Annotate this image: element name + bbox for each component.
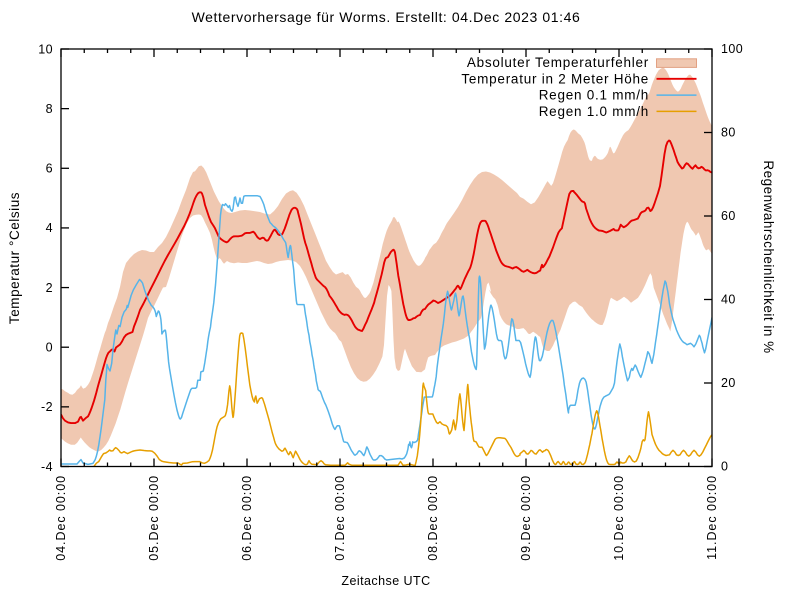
svg-text:07.Dec 00:00: 07.Dec 00:00 xyxy=(333,475,347,561)
svg-text:-2: -2 xyxy=(41,400,53,414)
svg-text:Zeitachse UTC: Zeitachse UTC xyxy=(341,574,430,588)
svg-text:Regen 0.1 mm/h: Regen 0.1 mm/h xyxy=(539,88,649,103)
svg-text:8: 8 xyxy=(46,102,53,116)
svg-text:60: 60 xyxy=(721,209,736,223)
svg-text:0: 0 xyxy=(721,460,728,474)
svg-text:Wettervorhersage für Worms. Er: Wettervorhersage für Worms. Erstellt: 04… xyxy=(192,9,581,25)
svg-text:10: 10 xyxy=(38,42,53,56)
svg-text:11.Dec 00:00: 11.Dec 00:00 xyxy=(705,475,719,560)
svg-text:6: 6 xyxy=(46,162,53,176)
svg-text:Regenwahrscheinlichkeit in %: Regenwahrscheinlichkeit in % xyxy=(761,160,776,353)
svg-text:Temperatur in 2 Meter Höhe: Temperatur in 2 Meter Höhe xyxy=(461,71,649,86)
svg-text:10.Dec 00:00: 10.Dec 00:00 xyxy=(612,475,626,561)
svg-text:09.Dec 00:00: 09.Dec 00:00 xyxy=(519,475,533,561)
svg-text:4: 4 xyxy=(46,221,53,235)
svg-text:2: 2 xyxy=(46,281,53,295)
svg-text:80: 80 xyxy=(721,126,736,140)
svg-text:100: 100 xyxy=(721,42,743,56)
svg-text:06.Dec 00:00: 06.Dec 00:00 xyxy=(240,475,254,561)
svg-text:08.Dec 00:00: 08.Dec 00:00 xyxy=(426,475,440,561)
svg-text:40: 40 xyxy=(721,293,736,307)
svg-text:Regen 1.0 mm/h: Regen 1.0 mm/h xyxy=(539,104,649,119)
svg-text:20: 20 xyxy=(721,376,736,390)
svg-text:0: 0 xyxy=(46,341,53,355)
svg-text:Absoluter Temperaturfehler: Absoluter Temperaturfehler xyxy=(467,55,649,70)
svg-text:04.Dec 00:00: 04.Dec 00:00 xyxy=(54,475,68,561)
svg-text:05.Dec 00:00: 05.Dec 00:00 xyxy=(147,475,161,561)
svg-text:Temperatur °Celsius: Temperatur °Celsius xyxy=(7,192,22,324)
svg-text:-4: -4 xyxy=(41,460,53,474)
